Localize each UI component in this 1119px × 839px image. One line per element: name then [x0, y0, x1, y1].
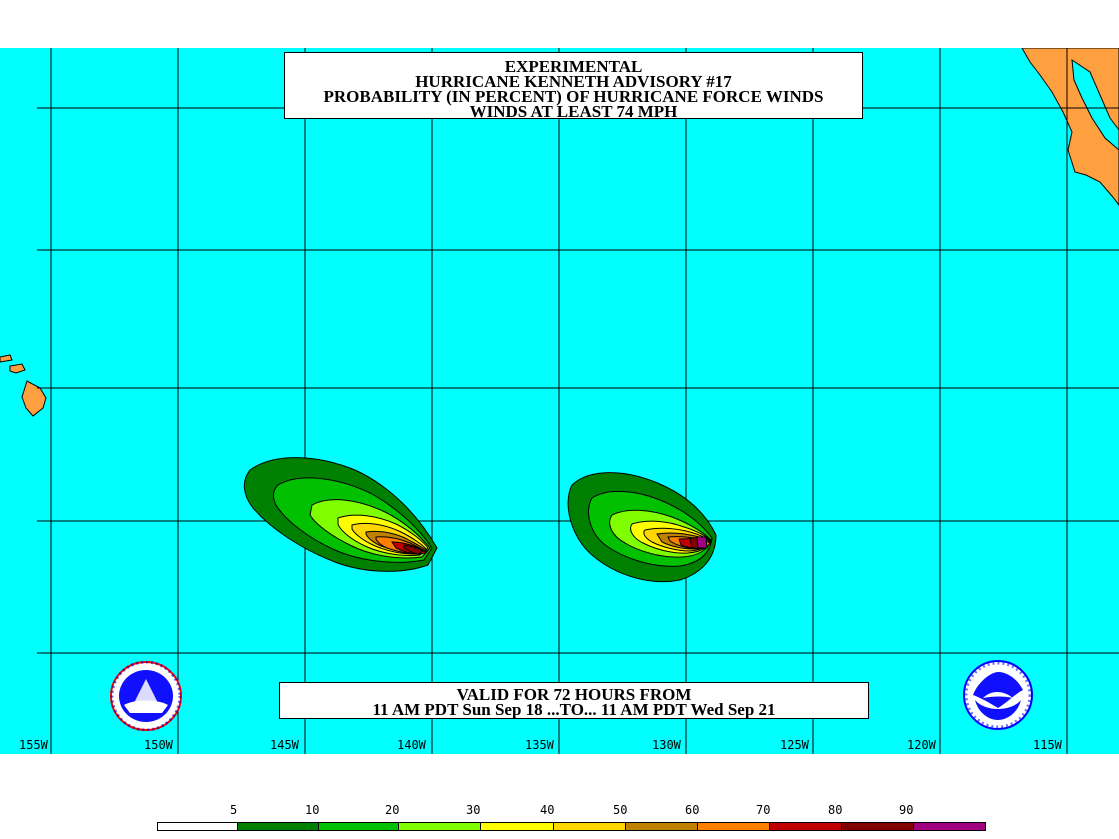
probability-swath-west: [243, 457, 438, 572]
land-hawaii-big-island: [21, 380, 47, 417]
probability-map: [0, 48, 1119, 754]
noaa-logo: [963, 660, 1033, 730]
legend-swatch: [480, 822, 554, 831]
legend-swatch: [553, 822, 626, 831]
legend-value: 80: [828, 803, 843, 817]
lon-label-130w: 130W: [652, 738, 681, 752]
lon-label-145w: 145W: [270, 738, 299, 752]
lon-label-155w: 155W: [19, 738, 48, 752]
title-line-4: WINDS AT LEAST 74 MPH: [469, 102, 678, 121]
land-gulf-of-california: [1071, 58, 1119, 151]
legend-swatch: [318, 822, 399, 831]
legend-swatch: [841, 822, 914, 831]
legend-swatch: [398, 822, 481, 831]
lon-label-150w: 150W: [144, 738, 173, 752]
legend-value: 90: [899, 803, 914, 817]
grid-lines: [37, 48, 1119, 754]
legend-swatch: [769, 822, 842, 831]
legend-value: 10: [305, 803, 320, 817]
legend-value: 30: [466, 803, 481, 817]
legend-swatch: [237, 822, 319, 831]
title-line-1: EXPERIMENTAL: [504, 57, 643, 76]
valid-line-2: 11 AM PDT Sun Sep 18 ...TO... 11 AM PDT …: [372, 700, 776, 719]
lon-label-140w: 140W: [397, 738, 426, 752]
title-line-2: HURRICANE KENNETH ADVISORY #17: [415, 72, 732, 91]
legend-value: 40: [540, 803, 555, 817]
title-line-3: PROBABILITY (IN PERCENT) OF HURRICANE FO…: [323, 87, 824, 106]
lon-label-135w: 135W: [525, 738, 554, 752]
legend-value: 50: [613, 803, 628, 817]
legend-value: 70: [756, 803, 771, 817]
legend-swatch: [157, 822, 238, 831]
national-weather-service-logo: [110, 661, 182, 731]
lon-label-120w: 120W: [907, 738, 936, 752]
legend-value: 5: [230, 803, 238, 817]
legend-value: 60: [685, 803, 700, 817]
legend-value: 20: [385, 803, 400, 817]
land-molokai: [0, 354, 13, 363]
title-box: EXPERIMENTAL HURRICANE KENNETH ADVISORY …: [284, 52, 863, 121]
lon-label-125w: 125W: [780, 738, 809, 752]
legend-swatch: [625, 822, 698, 831]
land-maui: [9, 363, 26, 374]
probability-swath-east: [567, 472, 717, 583]
valid-line-1: VALID FOR 72 HOURS FROM: [456, 685, 692, 704]
lon-label-115w: 115W: [1033, 738, 1062, 752]
valid-period-box: VALID FOR 72 HOURS FROM 11 AM PDT Sun Se…: [279, 682, 869, 719]
legend-swatch: [697, 822, 770, 831]
legend-swatch: [913, 822, 986, 831]
